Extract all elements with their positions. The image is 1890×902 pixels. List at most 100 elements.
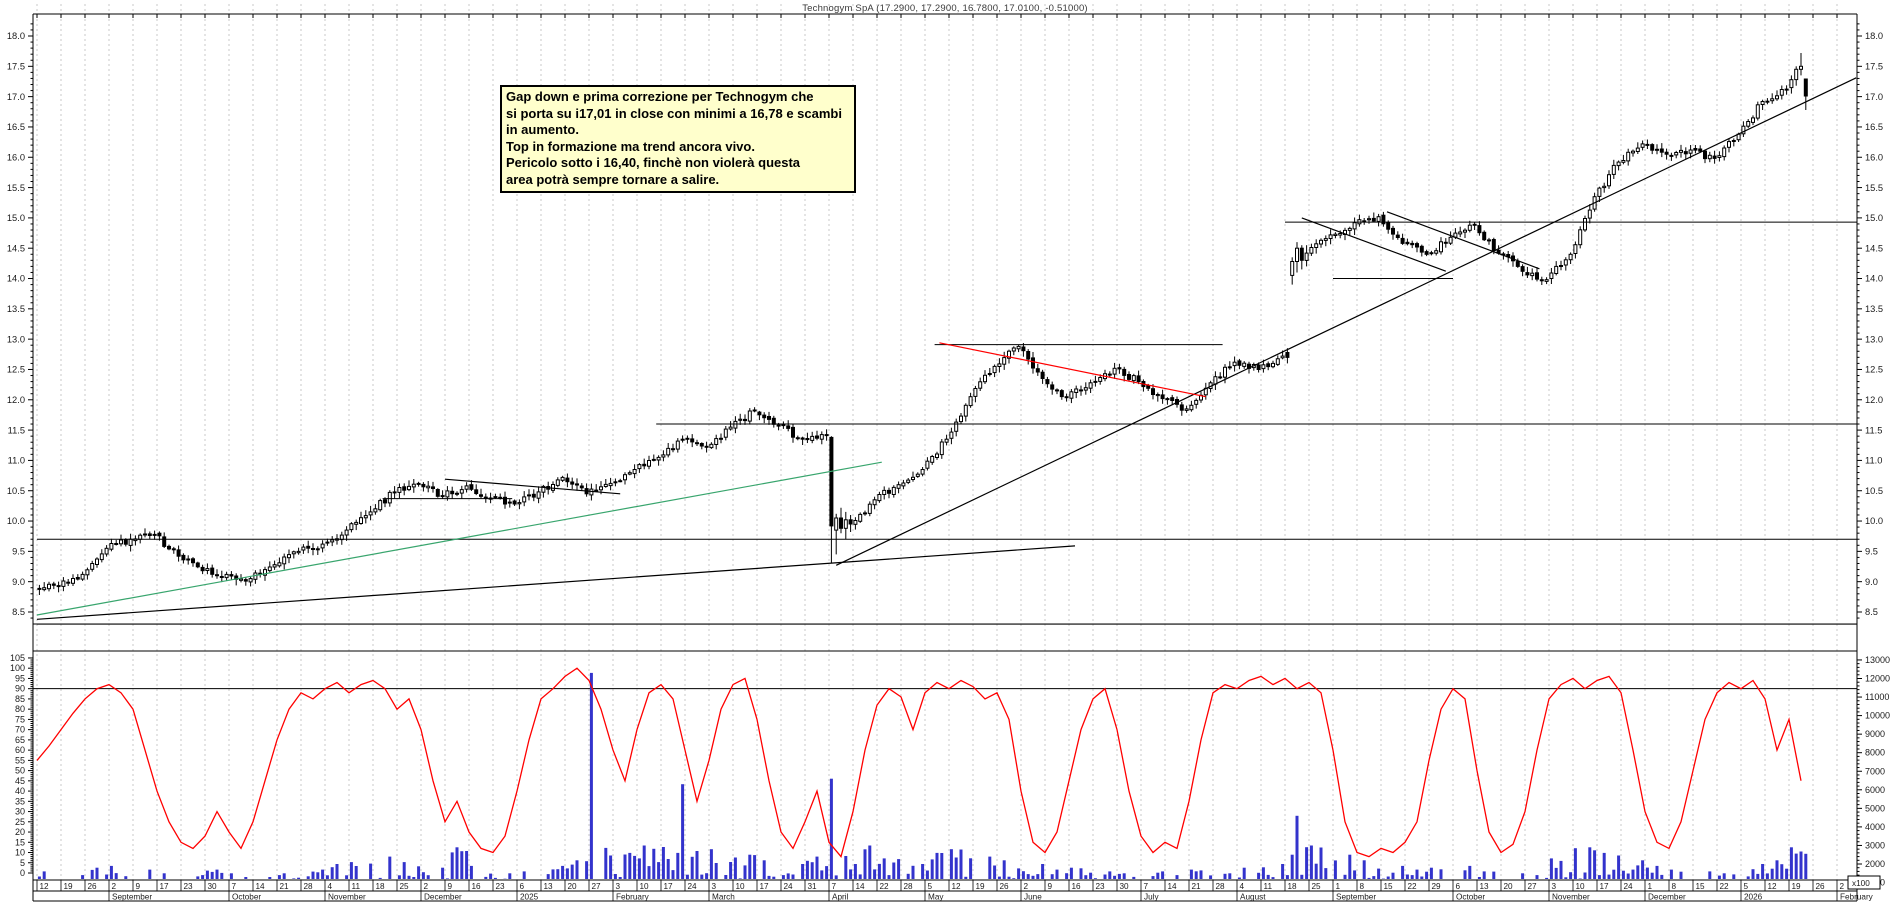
svg-text:16: 16 (472, 882, 482, 891)
svg-text:20: 20 (1504, 882, 1514, 891)
svg-text:16.0: 16.0 (7, 152, 25, 162)
annotation-line: Gap down e prima correzione per Technogy… (506, 89, 814, 104)
svg-text:17: 17 (664, 882, 674, 891)
svg-text:14: 14 (1168, 882, 1178, 891)
svg-text:31: 31 (808, 882, 818, 891)
svg-text:21: 21 (280, 882, 290, 891)
svg-text:17.5: 17.5 (7, 62, 25, 72)
svg-text:15.0: 15.0 (7, 213, 25, 223)
svg-text:28: 28 (904, 882, 914, 891)
svg-text:105: 105 (10, 653, 25, 663)
svg-text:4: 4 (1240, 882, 1245, 891)
svg-text:13.0: 13.0 (7, 334, 25, 344)
svg-text:27: 27 (1528, 882, 1538, 891)
svg-text:22: 22 (1408, 882, 1418, 891)
svg-text:29: 29 (1432, 882, 1442, 891)
candlesticks (37, 53, 1808, 595)
svg-text:11.5: 11.5 (1865, 425, 1882, 435)
oscillator-line (36, 667, 1802, 858)
svg-text:26: 26 (1000, 882, 1010, 891)
svg-text:8.5: 8.5 (1865, 607, 1878, 617)
svg-text:17.0: 17.0 (7, 92, 25, 102)
svg-text:12: 12 (40, 882, 50, 891)
svg-text:1: 1 (1648, 882, 1653, 891)
svg-text:90: 90 (15, 684, 25, 694)
svg-text:8.5: 8.5 (12, 607, 25, 617)
svg-text:14: 14 (856, 882, 866, 891)
svg-text:10: 10 (640, 882, 650, 891)
svg-text:21: 21 (1192, 882, 1202, 891)
svg-text:13.5: 13.5 (1865, 304, 1883, 314)
svg-text:10000: 10000 (1865, 711, 1890, 721)
svg-text:25: 25 (400, 882, 410, 891)
svg-text:30: 30 (1120, 882, 1130, 891)
annotation-line: area potrà sempre tornare a salire. (506, 171, 720, 187)
svg-text:22: 22 (1720, 882, 1730, 891)
svg-text:11: 11 (1264, 882, 1273, 891)
price-axis: 8.5 8.5 9.0 9.0 9.5 9.5 10.0 10.0 10.5 10.5 11.0 11… (7, 23, 1883, 619)
svg-text:17: 17 (760, 882, 770, 891)
svg-text:November: November (328, 892, 366, 901)
svg-text:16.5: 16.5 (1865, 122, 1883, 132)
svg-text:100: 100 (10, 663, 25, 673)
svg-text:12.0: 12.0 (7, 395, 25, 405)
annotation-line: Pericolo sotto i 16,40, finchè non viole… (506, 155, 801, 170)
svg-text:July: July (1144, 892, 1159, 901)
svg-text:70: 70 (15, 725, 25, 735)
svg-text:September: September (112, 892, 152, 901)
svg-text:13000: 13000 (1865, 655, 1890, 665)
svg-text:4000: 4000 (1865, 822, 1885, 832)
svg-text:9000: 9000 (1865, 729, 1885, 739)
trend-lines (36, 77, 1857, 620)
svg-text:August: August (1240, 892, 1266, 901)
svg-text:13.0: 13.0 (1865, 334, 1883, 344)
svg-text:24: 24 (784, 882, 794, 891)
svg-text:28: 28 (304, 882, 314, 891)
svg-text:17.5: 17.5 (1865, 62, 1883, 72)
svg-text:12.5: 12.5 (7, 365, 25, 375)
svg-text:10.5: 10.5 (1865, 486, 1883, 496)
svg-text:9: 9 (448, 882, 453, 891)
svg-text:3000: 3000 (1865, 840, 1885, 850)
svg-text:7: 7 (1144, 882, 1149, 891)
svg-text:March: March (712, 892, 735, 901)
chart-title: Technogym SpA (17.2900, 17.2900, 16.7800… (802, 3, 1088, 14)
svg-text:2025: 2025 (520, 892, 539, 901)
svg-text:22: 22 (880, 882, 890, 891)
svg-text:December: December (424, 892, 462, 901)
annotation-box[interactable]: Gap down e prima correzione per Technogy… (500, 85, 856, 193)
svg-text:May: May (928, 892, 944, 901)
svg-text:4: 4 (328, 882, 333, 891)
svg-text:10.5: 10.5 (7, 486, 25, 496)
svg-text:19: 19 (976, 882, 986, 891)
svg-text:14.5: 14.5 (7, 243, 25, 253)
svg-text:20: 20 (568, 882, 578, 891)
svg-text:16.5: 16.5 (7, 122, 25, 132)
svg-text:2026: 2026 (1744, 892, 1763, 901)
svg-text:10.0: 10.0 (7, 516, 25, 526)
svg-text:23: 23 (184, 882, 194, 891)
svg-text:11: 11 (352, 882, 361, 891)
svg-text:10: 10 (736, 882, 746, 891)
svg-text:55: 55 (15, 755, 25, 765)
svg-text:17: 17 (1600, 882, 1610, 891)
svg-text:17.0: 17.0 (1865, 92, 1883, 102)
svg-text:13: 13 (1480, 882, 1490, 891)
svg-text:65: 65 (15, 735, 25, 745)
svg-text:5000: 5000 (1865, 803, 1885, 813)
svg-text:30: 30 (15, 807, 25, 817)
svg-text:9: 9 (136, 882, 141, 891)
svg-text:April: April (832, 892, 849, 901)
svg-text:9.0: 9.0 (12, 577, 25, 587)
svg-text:10: 10 (1576, 882, 1586, 891)
svg-text:14.0: 14.0 (7, 274, 25, 284)
svg-text:9.5: 9.5 (1865, 547, 1878, 557)
svg-text:12.5: 12.5 (1865, 365, 1883, 375)
svg-text:75: 75 (15, 714, 25, 724)
svg-text:1: 1 (1336, 882, 1341, 891)
svg-text:7000: 7000 (1865, 766, 1885, 776)
svg-text:12000: 12000 (1865, 674, 1890, 684)
svg-text:October: October (232, 892, 261, 901)
svg-text:13.5: 13.5 (7, 304, 25, 314)
